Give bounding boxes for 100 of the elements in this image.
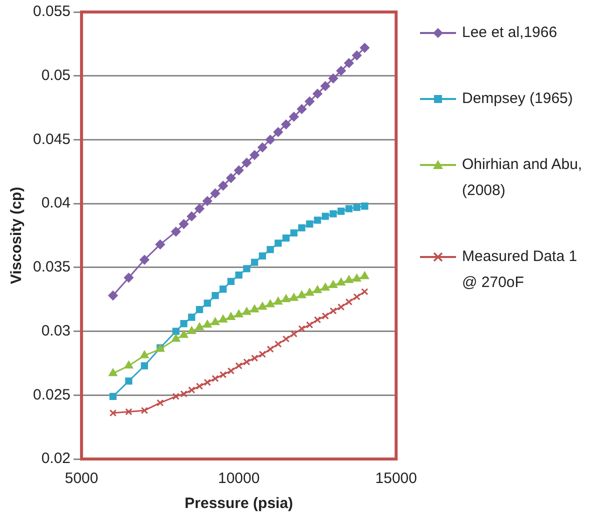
point bbox=[242, 158, 252, 168]
y-tick-label: 0.04 bbox=[41, 194, 71, 212]
point bbox=[195, 322, 204, 330]
point bbox=[282, 234, 290, 242]
point bbox=[361, 202, 368, 210]
point bbox=[329, 280, 338, 288]
point bbox=[140, 406, 148, 414]
point bbox=[360, 272, 369, 280]
point bbox=[180, 320, 188, 328]
point bbox=[289, 112, 299, 122]
y-tick-label: 0.05 bbox=[41, 67, 71, 84]
point bbox=[306, 220, 314, 228]
point bbox=[290, 293, 298, 301]
point bbox=[250, 258, 258, 266]
point bbox=[140, 350, 149, 358]
point bbox=[297, 104, 307, 114]
point bbox=[234, 166, 244, 176]
point bbox=[298, 224, 306, 232]
point bbox=[266, 300, 275, 308]
point bbox=[353, 293, 360, 300]
point bbox=[352, 274, 362, 282]
point bbox=[305, 288, 314, 296]
point bbox=[322, 212, 329, 220]
point bbox=[345, 205, 353, 212]
y-tick-label: 0.045 bbox=[32, 130, 71, 148]
point bbox=[344, 58, 354, 68]
point bbox=[266, 134, 276, 144]
point bbox=[328, 74, 338, 84]
point bbox=[188, 386, 196, 394]
point bbox=[290, 330, 298, 338]
point bbox=[194, 204, 204, 214]
point bbox=[266, 346, 274, 353]
point bbox=[250, 354, 258, 362]
point bbox=[108, 290, 118, 300]
y-tick-label: 0.055 bbox=[32, 3, 71, 20]
point bbox=[234, 310, 244, 318]
point bbox=[226, 173, 236, 183]
point bbox=[242, 307, 251, 315]
point bbox=[274, 297, 282, 305]
point bbox=[344, 275, 354, 283]
point bbox=[336, 66, 346, 76]
point bbox=[330, 210, 337, 218]
point bbox=[338, 208, 345, 215]
point bbox=[108, 368, 118, 376]
x-tick-label: 5000 bbox=[64, 470, 98, 488]
point bbox=[125, 408, 132, 416]
point bbox=[321, 283, 330, 291]
point bbox=[290, 229, 298, 237]
point bbox=[353, 204, 360, 211]
point bbox=[320, 81, 330, 91]
point bbox=[204, 300, 211, 307]
point bbox=[281, 120, 291, 130]
point bbox=[243, 265, 250, 272]
point bbox=[298, 325, 306, 332]
point bbox=[188, 314, 196, 321]
point bbox=[179, 219, 189, 229]
point bbox=[352, 50, 362, 60]
point bbox=[227, 278, 235, 286]
y-tick-label: 0.035 bbox=[32, 258, 71, 276]
point bbox=[314, 316, 322, 324]
point bbox=[172, 392, 180, 400]
x-axis-title: Pressure (psia) bbox=[184, 495, 294, 512]
point bbox=[203, 320, 212, 328]
point bbox=[250, 304, 259, 312]
point bbox=[258, 302, 267, 310]
point bbox=[361, 288, 368, 296]
point bbox=[172, 328, 180, 335]
point bbox=[250, 150, 260, 160]
point bbox=[273, 127, 283, 137]
point bbox=[336, 278, 346, 286]
point bbox=[235, 362, 242, 370]
point bbox=[226, 312, 236, 320]
point bbox=[109, 409, 117, 417]
point bbox=[338, 303, 345, 311]
point bbox=[258, 142, 268, 152]
point bbox=[204, 378, 211, 386]
y-tick-label: 0.03 bbox=[41, 322, 71, 340]
point bbox=[218, 180, 228, 190]
x-tick-label: 10000 bbox=[218, 470, 260, 488]
point bbox=[322, 312, 329, 320]
point bbox=[227, 367, 235, 374]
point bbox=[313, 286, 322, 294]
point bbox=[304, 96, 314, 106]
point bbox=[171, 226, 181, 236]
legend-label: Lee et al,1966 bbox=[462, 23, 558, 43]
point bbox=[282, 294, 290, 302]
point bbox=[274, 240, 282, 247]
point bbox=[220, 286, 227, 293]
point bbox=[180, 390, 188, 398]
point bbox=[312, 88, 322, 98]
x-tick-label: 15000 bbox=[375, 470, 418, 488]
point bbox=[266, 246, 274, 254]
legend-label: Measured Data 1 @ 270oF bbox=[462, 247, 578, 293]
point bbox=[124, 272, 134, 282]
point bbox=[282, 335, 290, 343]
point bbox=[155, 240, 165, 250]
point bbox=[211, 318, 220, 326]
point bbox=[258, 350, 266, 358]
point bbox=[218, 315, 228, 323]
point bbox=[187, 326, 196, 334]
